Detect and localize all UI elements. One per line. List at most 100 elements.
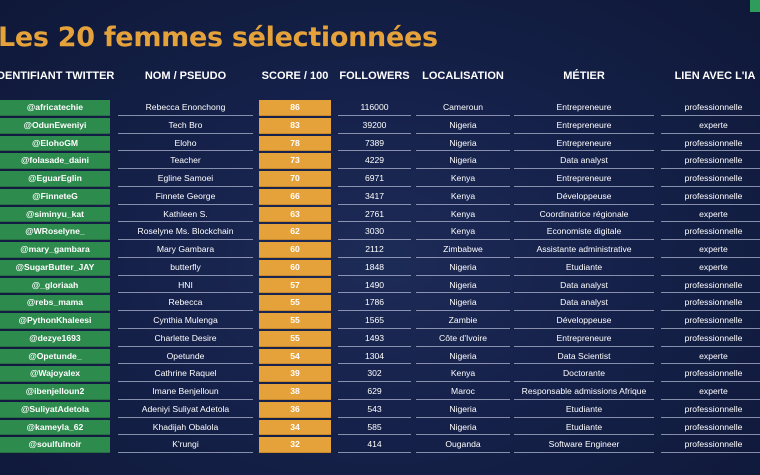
table-cell-location: Kenya	[416, 207, 510, 223]
table-cell-score: 73	[259, 153, 331, 169]
table-cell-name: Cathrine Raquel	[118, 366, 253, 382]
column-followers: 116000 39200 7389 4229 6971 3417 2761 3030 2112 1…	[338, 100, 411, 453]
table-cell-followers: 4229	[338, 153, 411, 169]
table-cell-location: Kenya	[416, 171, 510, 187]
table-cell-followers: 116000	[338, 100, 411, 116]
table-cell-job: Développeuse	[514, 313, 654, 329]
table-cell-ai-link: experte	[661, 207, 760, 223]
table-cell-name: Teacher	[118, 153, 253, 169]
table-cell-followers: 39200	[338, 118, 411, 134]
table-cell-handle: @EguarEglin	[0, 171, 110, 187]
table-cell-score: 39	[259, 366, 331, 382]
table-cell-name: Khadijah Obalola	[118, 420, 253, 436]
table-cell-job: Entrepreneure	[514, 136, 654, 152]
table-cell-handle: @rebs_mama	[0, 295, 110, 311]
header-followers: FOLLOWERS	[339, 70, 410, 82]
table-cell-handle: @mary_gambara	[0, 242, 110, 258]
header-name: NOM / PSEUDO	[144, 70, 227, 82]
table-cell-score: 55	[259, 313, 331, 329]
table-cell-name: Imane Benjelloun	[118, 384, 253, 400]
table-cell-name: Charlette Desire	[118, 331, 253, 347]
table-cell-location: Maroc	[416, 384, 510, 400]
table-cell-score: 62	[259, 224, 331, 240]
table-cell-score: 60	[259, 242, 331, 258]
table-cell-name: Opetunde	[118, 349, 253, 365]
table-cell-name: Rebecca Enonchong	[118, 100, 253, 116]
column-ai-link: professionnelle experte professionnelle pro…	[661, 100, 760, 453]
table-cell-job: Etudiante	[514, 260, 654, 276]
table-cell-score: 55	[259, 295, 331, 311]
table-cell-location: Nigeria	[416, 295, 510, 311]
table-cell-score: 78	[259, 135, 331, 152]
table-cell-job: Data Scientist	[514, 349, 654, 365]
column-name: Rebecca Enonchong Tech Bro Eloho Teacher Egl…	[118, 100, 253, 453]
table-cell-handle: @folasade_daini	[0, 153, 110, 169]
table-cell-followers: 1786	[338, 295, 411, 311]
header-ai-link: LIEN AVEC L'IA	[674, 70, 756, 82]
table-cell-handle: @Wajoyalex	[0, 366, 110, 382]
table-cell-handle: @siminyu_kat	[0, 206, 110, 223]
table-cell-handle: @ElohoGM	[0, 135, 110, 152]
table-cell-location: Kenya	[416, 189, 510, 205]
table-cell-location: Nigeria	[416, 153, 510, 169]
table-cell-name: Roselyne Ms. Blockchain	[118, 224, 253, 240]
table-cell-job: Développeuse	[514, 189, 654, 205]
table-cell-location: Nigeria	[416, 118, 510, 134]
table-cell-job: Responsable admissions Afrique	[514, 384, 654, 400]
table-cell-job: Data analyst	[514, 295, 654, 311]
table-cell-ai-link: professionnelle	[661, 153, 760, 169]
table-cell-location: Ouganda	[416, 437, 510, 453]
table-cell-score: 36	[259, 401, 331, 418]
table-cell-ai-link: professionnelle	[661, 366, 760, 382]
table-cell-followers: 1565	[338, 313, 411, 329]
header-score: SCORE / 100	[261, 70, 329, 82]
table-cell-job: Entrepreneure	[514, 100, 654, 116]
table-cell-handle: @FinneteG	[0, 188, 110, 205]
table-cell-job: Software Engineer	[514, 437, 654, 453]
table-cell-followers: 1304	[338, 349, 411, 365]
table-cell-name: Cynthia Mulenga	[118, 313, 253, 329]
table-cell-location: Cameroun	[416, 100, 510, 116]
column-location: Cameroun Nigeria Nigeria Nigeria Kenya Kenya K…	[416, 100, 510, 453]
table-cell-handle: @soulfulnoir	[0, 437, 110, 453]
table-cell-handle: @dezye1693	[0, 330, 110, 347]
page-title: Les 20 femmes sélectionnées	[0, 22, 438, 53]
table-cell-name: Egline Samoei	[118, 171, 253, 187]
table-cell-followers: 302	[338, 366, 411, 382]
table-cell-job: Assistante administrative	[514, 242, 654, 258]
table-cell-score: 55	[259, 330, 331, 347]
table-cell-ai-link: experte	[661, 384, 760, 400]
table-cell-name: Mary Gambara	[118, 242, 253, 258]
table-cell-score: 66	[259, 188, 331, 205]
table-cell-followers: 2761	[338, 207, 411, 223]
corner-accent	[750, 0, 760, 12]
table-cell-job: Entrepreneure	[514, 171, 654, 187]
table-cell-ai-link: professionnelle	[661, 331, 760, 347]
table-cell-name: Tech Bro	[118, 118, 253, 134]
table-cell-handle: @PythonKhaleesi	[0, 313, 110, 329]
table-cell-job: Data analyst	[514, 153, 654, 169]
table-cell-location: Zimbabwe	[416, 242, 510, 258]
header-handle: IDENTIFIANT TWITTER	[0, 70, 115, 82]
table-cell-score: 60	[259, 259, 331, 276]
table-cell-job: Coordinatrice régionale	[514, 207, 654, 223]
table-cell-score: 63	[259, 206, 331, 223]
column-job: Entrepreneure Entrepreneure Entrepreneure D…	[514, 100, 654, 453]
table-cell-location: Kenya	[416, 366, 510, 382]
header-job: MÉTIER	[563, 70, 605, 82]
table-cell-followers: 3030	[338, 224, 411, 240]
table-cell-location: Zambie	[416, 313, 510, 329]
table-cell-job: Data analyst	[514, 278, 654, 294]
table-cell-score: 57	[259, 277, 331, 294]
table-cell-handle: @SugarButter_JAY	[0, 259, 110, 276]
table-cell-location: Nigeria	[416, 402, 510, 418]
table-cell-ai-link: experte	[661, 260, 760, 276]
table-cell-score: 83	[259, 117, 331, 134]
table-cell-followers: 2112	[338, 242, 411, 258]
table-cell-name: Rebecca	[118, 295, 253, 311]
table-cell-ai-link: experte	[661, 118, 760, 134]
table-cell-handle: @_gloriaah	[0, 277, 110, 294]
table-cell-job: Doctorante	[514, 366, 654, 382]
column-score: 86 83 78 73 70 66 63 62 60 60 57 55 55 55 54 39 38 36 34 32	[259, 100, 331, 453]
table-cell-job: Etudiante	[514, 402, 654, 418]
